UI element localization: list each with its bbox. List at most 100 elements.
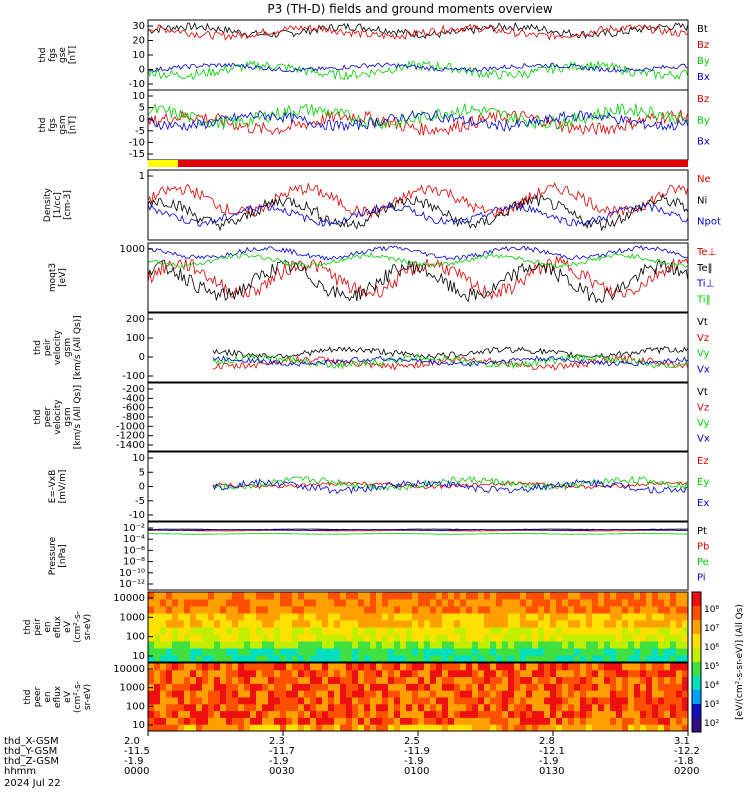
heatmap-cell bbox=[184, 717, 191, 725]
heatmap-cell bbox=[628, 669, 635, 678]
colorbar-step bbox=[692, 606, 701, 620]
heatmap-cell bbox=[490, 599, 497, 607]
heatmap-cell bbox=[562, 703, 569, 712]
heatmap-cell bbox=[274, 663, 281, 671]
heatmap-cell bbox=[622, 655, 629, 663]
heatmap-cell bbox=[622, 627, 629, 635]
heatmap-cell bbox=[184, 697, 191, 705]
heatmap-cell bbox=[418, 599, 425, 607]
heatmap-cell bbox=[574, 724, 581, 732]
heatmap-cell bbox=[616, 634, 623, 642]
heatmap-cell bbox=[238, 613, 245, 621]
heatmap-cell bbox=[274, 613, 281, 621]
heatmap-cell bbox=[172, 641, 179, 649]
legend-Te‖: Te‖ bbox=[696, 263, 713, 274]
heatmap-cell bbox=[556, 697, 563, 705]
heatmap-cell bbox=[484, 703, 491, 712]
heatmap-cell bbox=[394, 641, 401, 649]
heatmap-cell bbox=[556, 663, 563, 671]
heatmap-cell bbox=[556, 634, 563, 642]
heatmap-cell bbox=[508, 634, 515, 642]
heatmap-cell bbox=[628, 634, 635, 642]
heatmap-cell bbox=[196, 648, 203, 656]
heatmap-cell bbox=[148, 683, 155, 691]
heatmap-cell bbox=[448, 641, 455, 649]
heatmap-cell bbox=[220, 613, 227, 621]
heatmap-cell bbox=[562, 676, 569, 684]
heatmap-cell bbox=[676, 697, 683, 705]
heatmap-cell bbox=[346, 655, 353, 663]
heatmap-cell bbox=[616, 648, 623, 656]
heatmap-cell bbox=[484, 717, 491, 725]
heatmap-cell bbox=[580, 648, 587, 656]
heatmap-cell bbox=[202, 599, 209, 607]
xaxis-value: -1.9 bbox=[539, 756, 559, 767]
heatmap-cell bbox=[196, 669, 203, 678]
legend-Ez: Ez bbox=[697, 456, 709, 467]
heatmap-cell bbox=[478, 710, 485, 718]
heatmap-cell bbox=[532, 697, 539, 705]
heatmap-cell bbox=[628, 690, 635, 698]
heatmap-cell bbox=[484, 627, 491, 635]
heatmap-cell bbox=[490, 663, 497, 671]
heatmap-cell bbox=[418, 697, 425, 705]
heatmap-cell bbox=[232, 676, 239, 684]
xaxis-value: -1.9 bbox=[269, 756, 289, 767]
heatmap-cell bbox=[466, 620, 473, 628]
heatmap-cell bbox=[148, 613, 155, 621]
heatmap-cell bbox=[352, 724, 359, 732]
heatmap-cell bbox=[574, 648, 581, 656]
heatmap-cell bbox=[148, 663, 155, 671]
heatmap-cell bbox=[598, 592, 605, 600]
heatmap-cell bbox=[514, 676, 521, 684]
ytick-label: -600 bbox=[122, 403, 145, 414]
heatmap-cell bbox=[274, 648, 281, 656]
heatmap-cell bbox=[250, 634, 257, 642]
heatmap-cell bbox=[250, 683, 257, 691]
heatmap-cell bbox=[490, 683, 497, 691]
heatmap-cell bbox=[520, 627, 527, 635]
heatmap-cell bbox=[202, 627, 209, 635]
heatmap-cell bbox=[478, 606, 485, 614]
heatmap-cell bbox=[616, 710, 623, 718]
heatmap-cell bbox=[232, 655, 239, 663]
heatmap-cell bbox=[154, 710, 161, 718]
heatmap-cell bbox=[562, 697, 569, 705]
heatmap-cell bbox=[346, 697, 353, 705]
heatmap-cell bbox=[466, 669, 473, 678]
heatmap-cell bbox=[412, 655, 419, 663]
heatmap-cell bbox=[460, 592, 467, 600]
heatmap-cell bbox=[166, 641, 173, 649]
heatmap-cell bbox=[304, 634, 311, 642]
heatmap-cell bbox=[430, 669, 437, 678]
ylabel-line: gsm bbox=[63, 407, 73, 426]
heatmap-cell bbox=[436, 663, 443, 671]
heatmap-cell bbox=[160, 676, 167, 684]
heatmap-cell bbox=[406, 697, 413, 705]
legend-Bx: Bx bbox=[697, 72, 710, 83]
heatmap-cell bbox=[418, 613, 425, 621]
heatmap-cell bbox=[250, 627, 257, 635]
heatmap-cell bbox=[580, 690, 587, 698]
heatmap-cell bbox=[190, 669, 197, 678]
heatmap-cell bbox=[358, 592, 365, 600]
heatmap-cell bbox=[304, 710, 311, 718]
heatmap-cell bbox=[460, 627, 467, 635]
heatmap-cell bbox=[244, 613, 251, 621]
heatmap-cell bbox=[472, 613, 479, 621]
heatmap-cell bbox=[304, 606, 311, 614]
heatmap-cell bbox=[508, 710, 515, 718]
heatmap-cell bbox=[634, 663, 641, 671]
heatmap-cell bbox=[328, 599, 335, 607]
heatmap-cell bbox=[454, 663, 461, 671]
heatmap-cell bbox=[592, 676, 599, 684]
heatmap-cell bbox=[616, 690, 623, 698]
heatmap-cell bbox=[646, 606, 653, 614]
heatmap-cell bbox=[448, 592, 455, 600]
heatmap-cell bbox=[334, 620, 341, 628]
ytick-label: 1000 bbox=[120, 683, 145, 694]
heatmap-cell bbox=[556, 648, 563, 656]
heatmap-cell bbox=[298, 620, 305, 628]
heatmap-cell bbox=[580, 641, 587, 649]
heatmap-cell bbox=[244, 710, 251, 718]
